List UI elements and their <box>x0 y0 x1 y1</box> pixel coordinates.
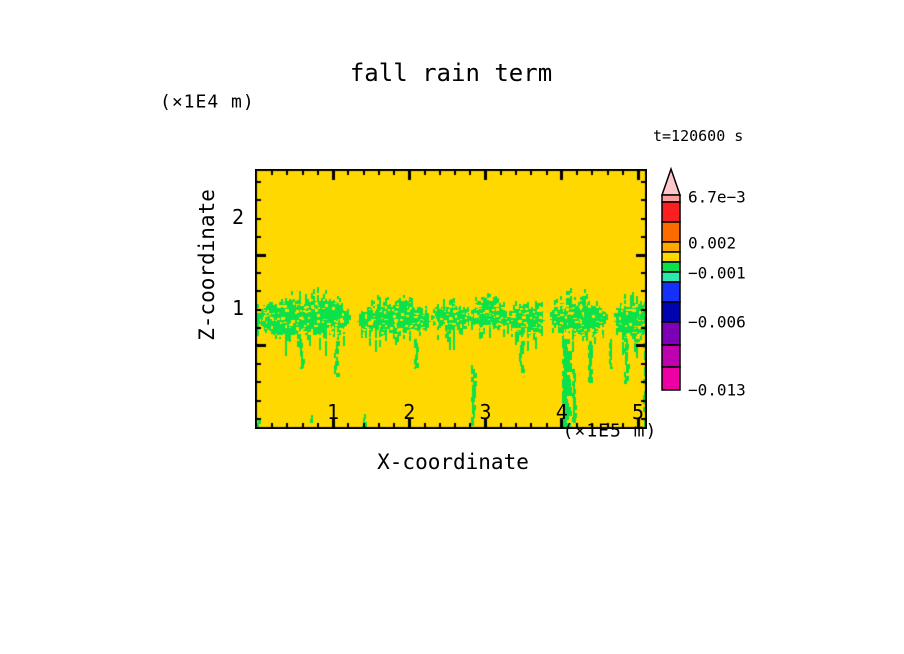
colorbar-tick-label: −0.001 <box>688 263 746 283</box>
colorbar-segment <box>661 194 681 203</box>
colorbar-segment <box>661 301 681 323</box>
colorbar-segment <box>661 344 681 368</box>
colorbar-tick-label: 6.7e−3 <box>688 187 746 207</box>
z-axis-title: Z-coordinate <box>195 189 219 341</box>
y-tick-label: 1 <box>231 296 244 320</box>
colorbar-segment <box>661 271 681 283</box>
colorbar-segment <box>661 366 681 391</box>
z-axis-unit-label: (×1E4 m) <box>160 91 255 113</box>
plot-title: fall rain term <box>349 59 553 87</box>
plot-frame <box>255 131 647 429</box>
colorbar-segment <box>661 251 681 263</box>
colorbar-segment <box>661 261 681 273</box>
colorbar <box>660 166 682 391</box>
colorbar-tick-label: 0.002 <box>688 233 737 253</box>
time-label: t=120600 s <box>653 127 744 145</box>
colorbar-tick-label: −0.013 <box>688 380 746 400</box>
colorbar-segment <box>661 241 681 253</box>
colorbar-segment <box>661 321 681 346</box>
contour-field-canvas <box>255 169 647 429</box>
x-axis-unit-label: (×1E5 m) <box>562 420 658 442</box>
x-axis-title: X-coordinate <box>377 450 529 474</box>
colorbar-segment <box>661 221 681 243</box>
x-tick-label: 2 <box>403 400 416 424</box>
x-tick-label: 4 <box>555 400 568 424</box>
y-tick-label: 2 <box>231 205 244 229</box>
colorbar-segment <box>661 281 681 303</box>
x-tick-label: 5 <box>631 400 645 424</box>
colorbar-tip-icon <box>660 166 682 196</box>
colorbar-tick-label: −0.006 <box>688 312 746 332</box>
colorbar-segment <box>661 201 681 223</box>
x-tick-label: 3 <box>479 400 492 424</box>
x-tick-label: 1 <box>326 400 340 424</box>
